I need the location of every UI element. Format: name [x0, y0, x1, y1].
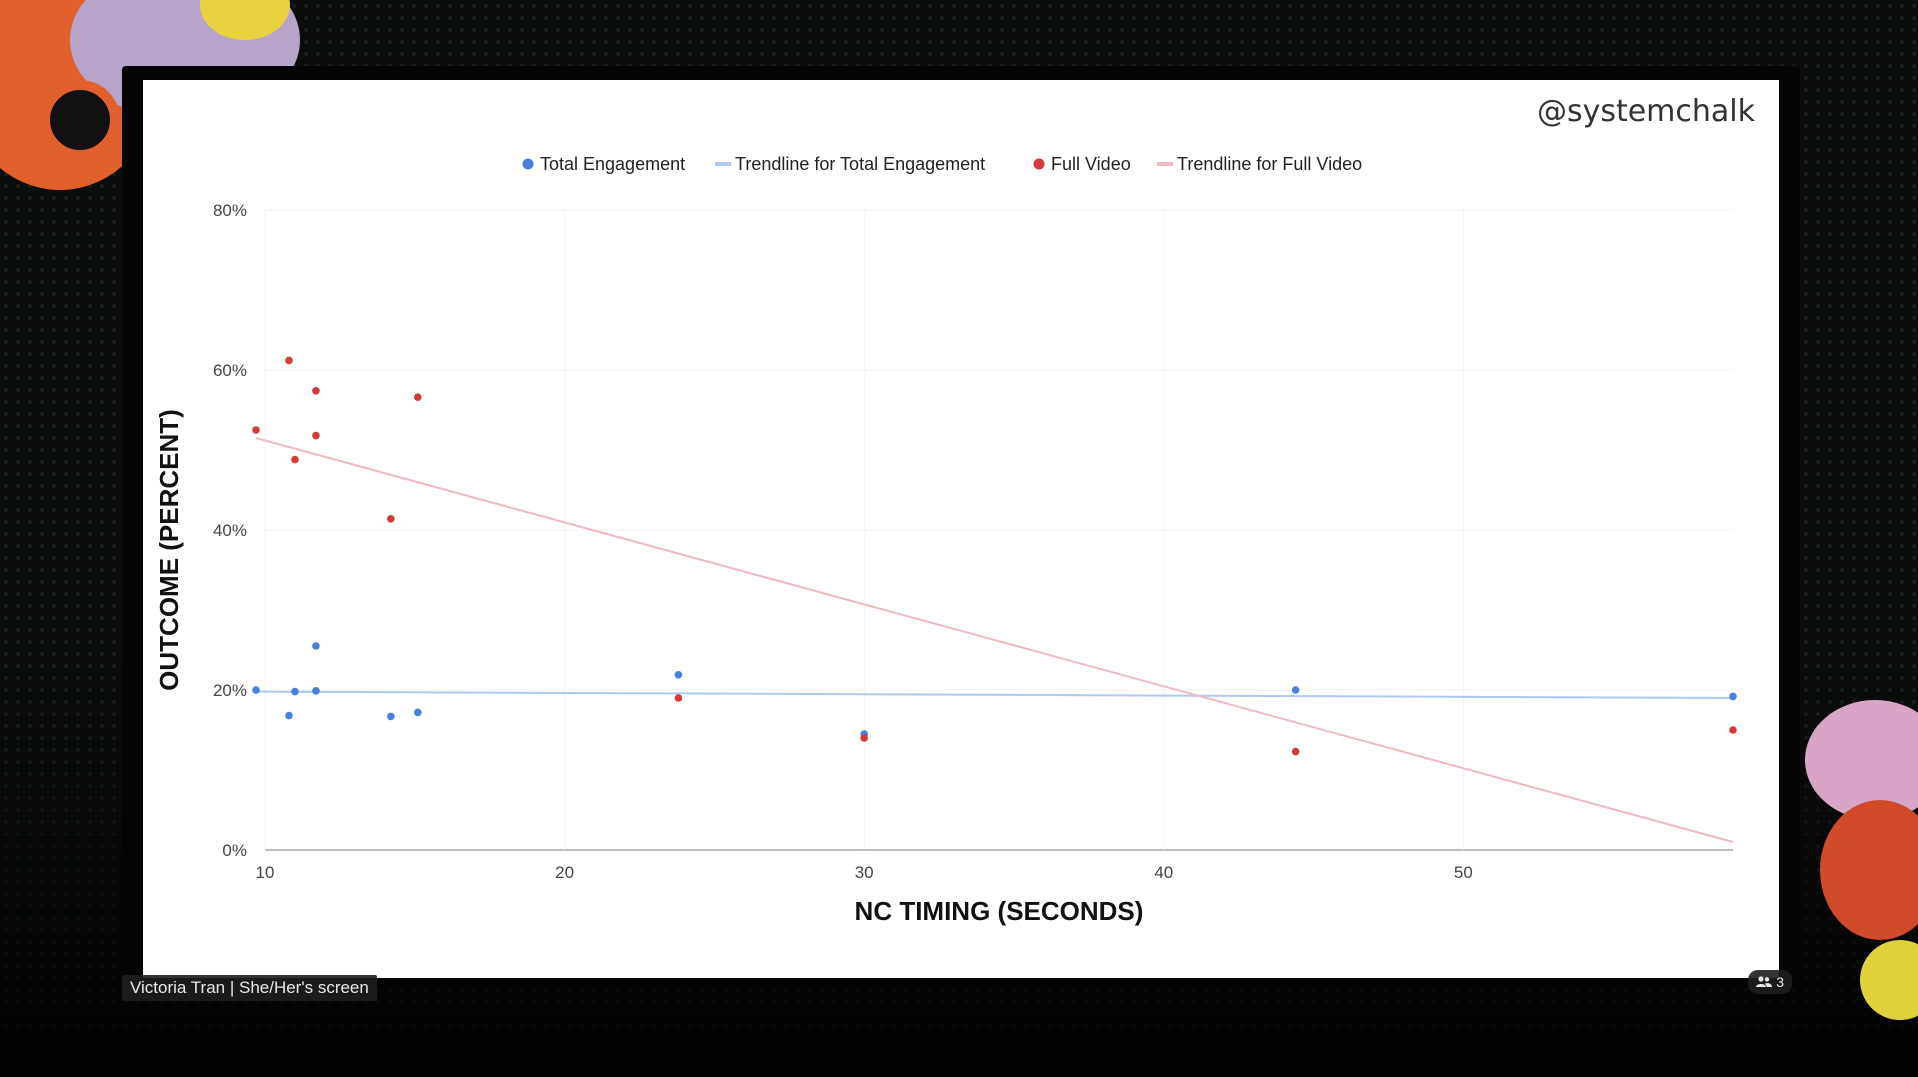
legend-marker — [522, 158, 534, 170]
total-engagement-point — [291, 687, 299, 696]
full-video-point — [413, 393, 422, 402]
presenter-handle: @systemchalk — [1536, 94, 1755, 129]
x-tick-label: 30 — [855, 863, 874, 882]
full-video-point — [312, 387, 320, 395]
x-axis-title: NC TIMING (SECONDS) — [855, 896, 1144, 926]
full-video-point — [285, 356, 293, 365]
full-video-point — [312, 431, 320, 440]
full-video-point — [291, 455, 299, 464]
decor-dark-ring — [40, 80, 120, 160]
decor-yellow-blob-right — [1860, 940, 1918, 1020]
full-video-point — [674, 694, 683, 702]
x-tick-label: 50 — [1454, 863, 1473, 882]
total-engagement-point — [312, 642, 320, 650]
legend-label: Total Engagement — [540, 154, 685, 174]
y-tick-label: 40% — [213, 521, 247, 540]
y-tick-label: 0% — [222, 841, 247, 860]
total-engagement-point — [674, 671, 683, 679]
y-tick-label: 80% — [213, 201, 247, 220]
decor-pink-blob — [1805, 700, 1918, 820]
full-video-point — [860, 734, 868, 742]
people-icon — [1756, 976, 1773, 987]
trendline — [256, 690, 1734, 699]
total-engagement-point — [252, 686, 260, 694]
x-tick-label: 10 — [256, 863, 275, 882]
trendline — [255, 437, 1734, 843]
total-engagement-point — [1291, 686, 1300, 694]
decor-red-blob — [1820, 800, 1918, 940]
y-tick-label: 60% — [213, 361, 247, 380]
participants-count: 3 — [1776, 974, 1784, 990]
total-engagement-point — [1729, 692, 1737, 701]
total-engagement-point — [413, 708, 422, 717]
total-engagement-point — [387, 712, 395, 721]
x-tick-label: 40 — [1154, 863, 1173, 882]
legend-label: Full Video — [1051, 154, 1131, 174]
x-tick-label: 20 — [555, 863, 574, 882]
full-video-point — [252, 426, 260, 434]
full-video-point — [1291, 747, 1300, 756]
total-engagement-point — [285, 711, 293, 720]
total-engagement-point — [312, 687, 320, 695]
y-tick-label: 20% — [213, 681, 247, 700]
y-axis-title: OUTCOME (PERCENT) — [154, 409, 184, 691]
legend-label: Trendline for Full Video — [1177, 154, 1362, 174]
slide: @systemchalk 0% 20% 40% 60% 80% 10 20 30 40 50 NC … — [143, 80, 1779, 978]
scatter-chart: 0% 20% 40% 60% 80% 10 20 30 40 50 NC TIMING (SECON… — [154, 154, 1737, 926]
legend-marker — [1033, 158, 1045, 170]
legend-label: Trendline for Total Engagement — [735, 154, 985, 174]
full-video-point — [1729, 726, 1737, 734]
full-video-point — [387, 515, 395, 523]
screen-share-caption: Victoria Tran | She/Her's screen — [122, 975, 377, 1001]
participants-badge[interactable]: 3 — [1748, 970, 1792, 994]
